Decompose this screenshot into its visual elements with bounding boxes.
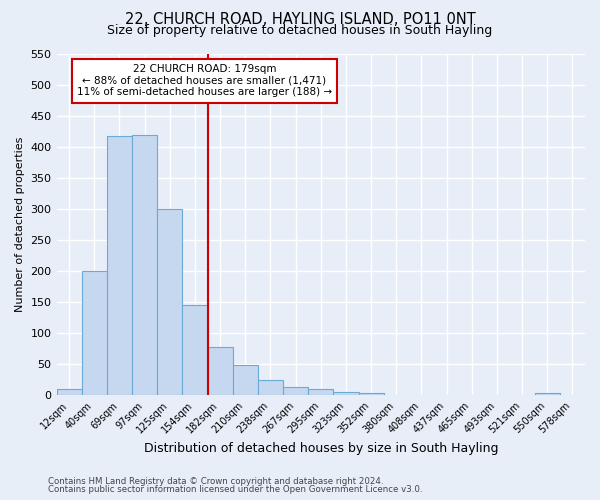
Bar [308,389,334,396]
Text: Contains HM Land Registry data © Crown copyright and database right 2024.: Contains HM Land Registry data © Crown c… [48,477,383,486]
Y-axis label: Number of detached properties: Number of detached properties [15,137,25,312]
Text: 22, CHURCH ROAD, HAYLING ISLAND, PO11 0NT: 22, CHURCH ROAD, HAYLING ISLAND, PO11 0N… [125,12,475,28]
Bar [359,394,383,396]
Bar [535,394,560,396]
Bar [182,306,208,396]
Bar [82,271,107,396]
Bar [334,392,359,396]
Bar [258,380,283,396]
Bar [132,134,157,396]
Text: Contains public sector information licensed under the Open Government Licence v3: Contains public sector information licen… [48,485,422,494]
Bar [233,366,258,396]
Bar [107,136,132,396]
Bar [208,347,233,396]
X-axis label: Distribution of detached houses by size in South Hayling: Distribution of detached houses by size … [143,442,498,455]
Bar [56,389,82,396]
Text: Size of property relative to detached houses in South Hayling: Size of property relative to detached ho… [107,24,493,37]
Bar [157,209,182,396]
Bar [283,387,308,396]
Text: 22 CHURCH ROAD: 179sqm
← 88% of detached houses are smaller (1,471)
11% of semi-: 22 CHURCH ROAD: 179sqm ← 88% of detached… [77,64,332,98]
